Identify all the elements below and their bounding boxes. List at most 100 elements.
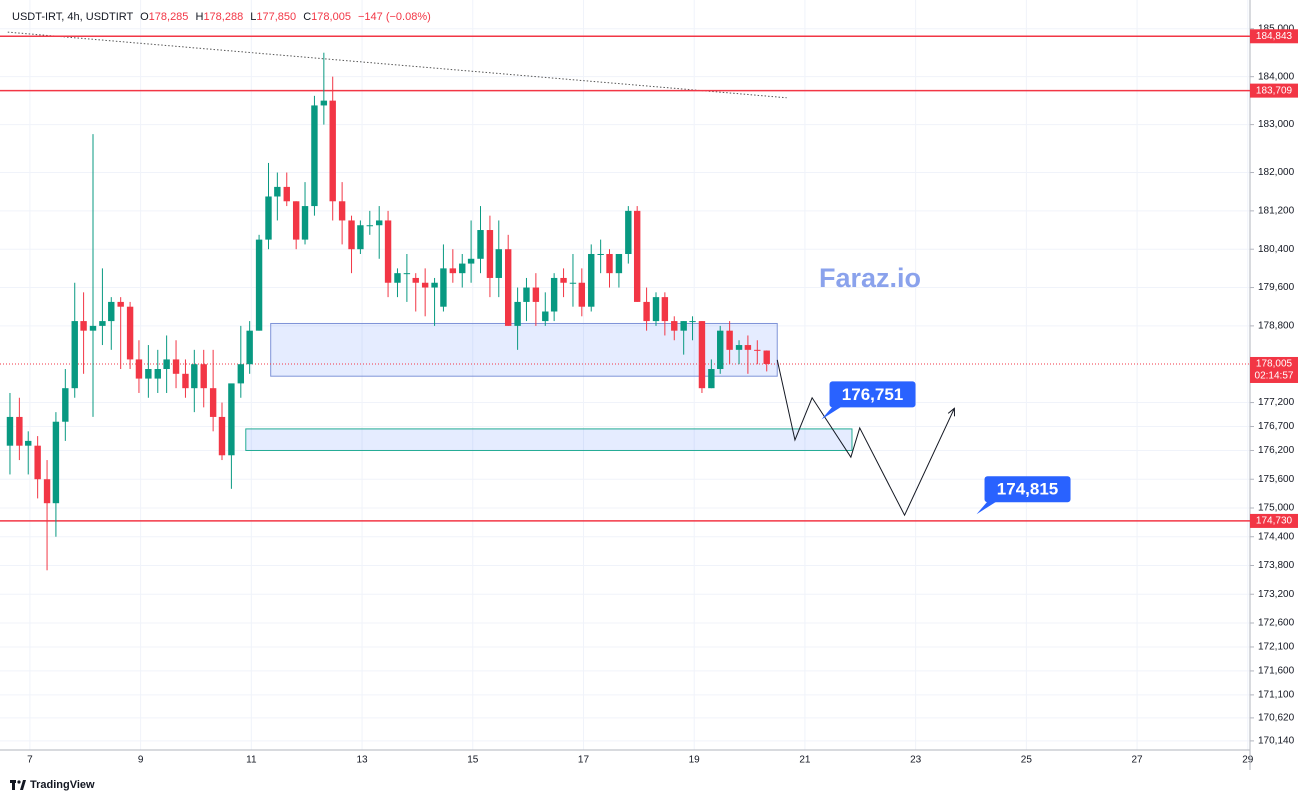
brand: TradingView [30,779,95,791]
x-tick-label: 23 [910,755,922,766]
candle-body [680,321,687,331]
symbol: USDT-IRT, 4h, USDTIRT [12,11,134,23]
candle-body [246,330,253,365]
ohlc-value: 178,288 [203,11,244,23]
candle-body [698,321,706,389]
y-tick-label: 172,600 [1258,618,1295,629]
candle-body [717,330,724,370]
candle-body [154,369,161,379]
x-tick-label: 19 [689,755,701,766]
y-tick-label: 172,100 [1258,642,1295,653]
candle-body [633,210,641,302]
callout-box [829,381,916,408]
candle-body [578,282,586,307]
candle-body [135,359,143,379]
candle-body [597,253,604,255]
y-tick-label: 182,000 [1258,167,1295,178]
x-tick-label: 17 [578,755,590,766]
x-tick-label: 7 [27,755,33,766]
candle-body [255,239,263,331]
arrow-head [947,407,955,417]
candle-body [532,287,540,302]
y-tick-label: 185,000 [1258,23,1295,34]
ohlc-key: L [250,11,257,23]
y-tick-label: 176,200 [1258,445,1295,456]
candle-body [52,421,60,504]
candle-body [209,388,217,417]
candle-body [514,301,521,326]
trend-line [7,31,787,99]
logo [10,780,26,790]
candle-body [467,258,475,264]
zone [245,428,853,451]
candle-body [99,321,106,326]
candle-body [126,306,134,360]
candle-body [265,196,272,240]
x-tick-label: 29 [1242,755,1254,766]
change: −147 (−0.08%) [358,11,431,23]
y-tick-label: 180,400 [1258,244,1295,255]
candle-body [228,383,235,456]
candle-body [495,249,502,278]
candle-body [615,253,623,274]
y-tick-label: 175,000 [1258,503,1295,514]
level-label: 184,843 [1256,31,1293,42]
candle-body [348,220,355,250]
y-tick-label: 173,800 [1258,560,1295,571]
y-tick-label: 171,600 [1258,666,1295,677]
y-tick-label: 178,800 [1258,321,1295,332]
candle-body [421,282,429,288]
x-tick-label: 11 [246,755,257,766]
candle-body [403,273,411,275]
candle-body [376,220,383,226]
countdown: 02:14:57 [1255,371,1294,382]
y-tick-label: 176,700 [1258,421,1295,432]
candle-body [329,100,336,202]
candle-body [108,301,115,322]
candle-body [523,287,530,302]
candle-body [625,210,632,254]
callout-box [984,476,1071,503]
callout-pointer [976,500,999,515]
candle-body [560,277,567,283]
y-tick-label: 175,600 [1258,474,1295,485]
candle-body [763,350,770,364]
candle-body [366,225,373,227]
candle-body [569,282,577,284]
candle-body [449,268,457,274]
y-tick-label: 170,620 [1258,713,1295,724]
ohlc-key: H [195,11,204,23]
candle-body [357,225,364,250]
candle-body [191,364,198,389]
candle-body [43,479,51,504]
candle-body [440,268,447,307]
candle-body [6,416,14,446]
candle-body [412,277,419,283]
candle-body [163,359,170,370]
last-price-tag [1250,356,1298,383]
candle-body [71,321,78,389]
y-tick-label: 174,400 [1258,531,1295,542]
x-tick-label: 9 [138,755,144,766]
ohlc-key: O [140,11,149,23]
candle-body [486,230,494,278]
candle-body [671,321,678,331]
candle-body [80,321,87,331]
candle-body [292,201,300,240]
candle-body [16,416,23,446]
candle-body [384,220,392,283]
x-tick-label: 15 [467,755,479,766]
candle-body [459,263,466,274]
candle-body [477,230,484,259]
candle-body [200,364,207,389]
candle-body [652,297,660,322]
y-tick-label: 184,000 [1258,71,1295,82]
candle-body [301,206,309,240]
candle-body [661,297,669,322]
candle-body [726,330,733,350]
candle-body [62,388,69,422]
candle-body [274,186,281,197]
callout-text: 176,751 [842,385,903,404]
